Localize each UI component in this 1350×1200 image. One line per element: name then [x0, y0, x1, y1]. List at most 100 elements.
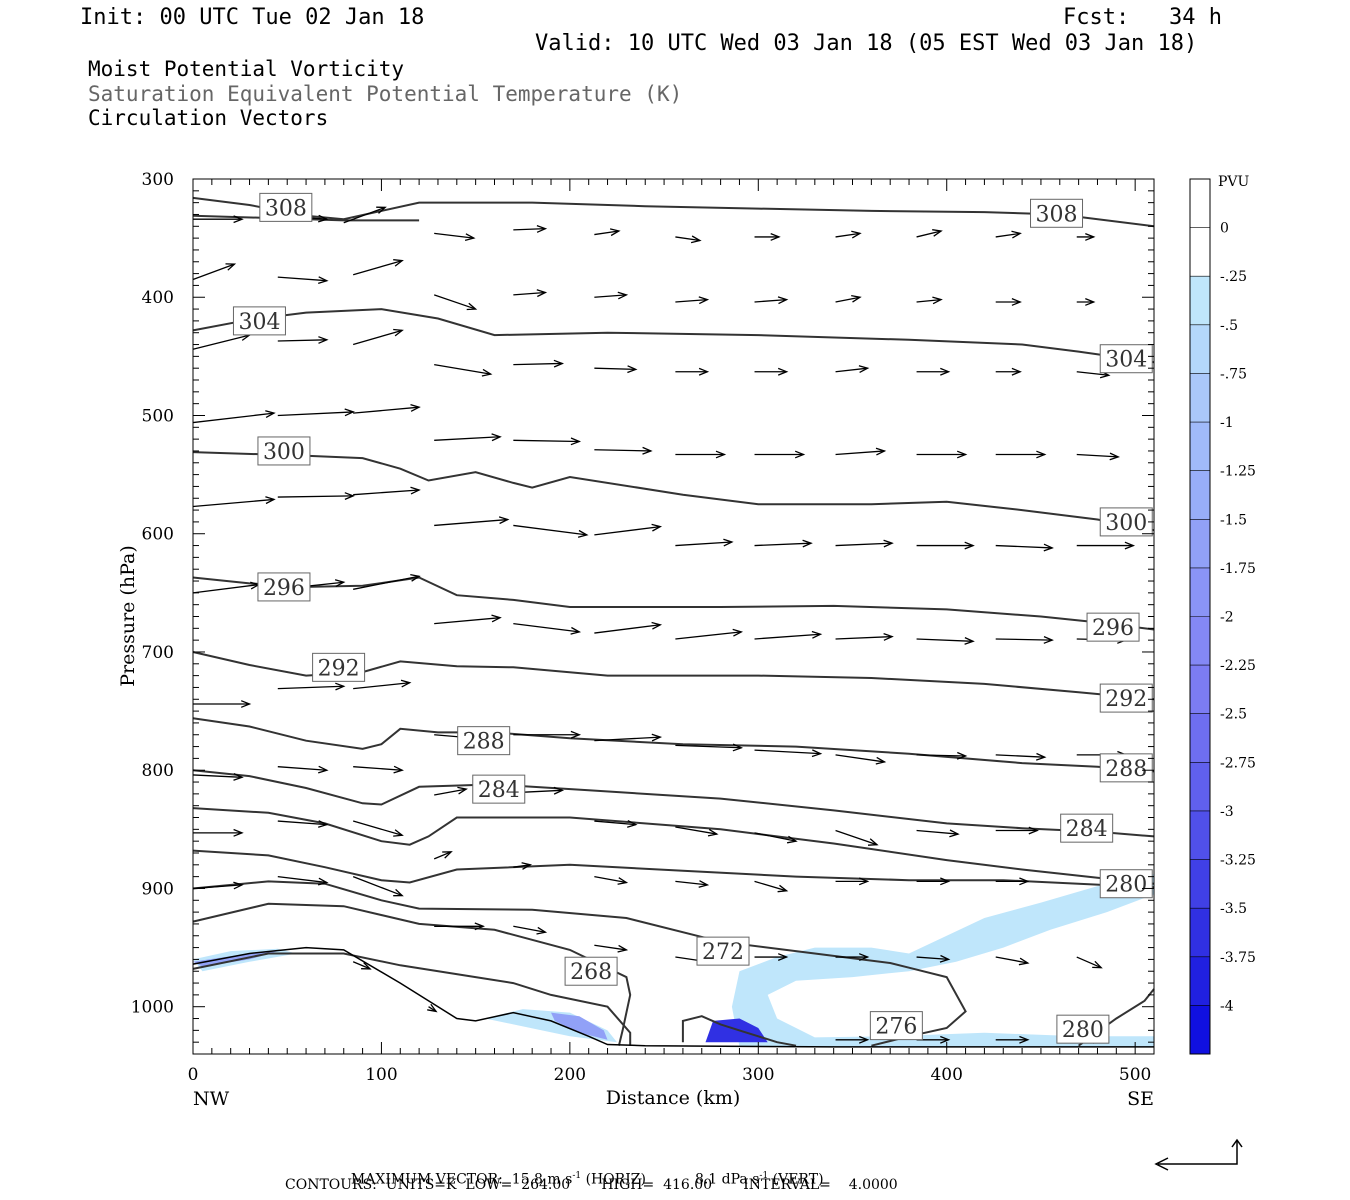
init-time: Init: 00 UTC Tue 02 Jan 18 — [80, 5, 425, 30]
vector-head — [940, 1035, 951, 1044]
vector-head — [400, 679, 412, 688]
circulation-vector — [594, 733, 663, 742]
colorbar-level-label: -4 — [1220, 998, 1234, 1014]
vector-head — [376, 206, 387, 214]
vector-shaft — [835, 542, 893, 547]
vector-shaft — [594, 875, 627, 884]
circulation-vector — [675, 826, 719, 837]
contour-label-text: 304 — [1105, 348, 1147, 373]
vector-shaft — [192, 263, 235, 281]
vector-head — [1019, 1035, 1030, 1044]
colorbar-segment — [1190, 762, 1210, 812]
vector-head — [956, 450, 968, 459]
circulation-vector — [995, 956, 1030, 966]
contour-label-box — [257, 436, 311, 466]
contour-label-box — [1086, 612, 1140, 642]
circulation-vector — [594, 228, 621, 237]
circulation-vector — [675, 296, 710, 305]
circulation-vector — [352, 961, 372, 970]
vector-head — [536, 289, 548, 298]
vector-shaft — [995, 638, 1053, 641]
vector-shaft — [995, 232, 1021, 238]
circulation-vector — [353, 679, 412, 690]
vector-shaft — [353, 489, 420, 496]
theta-e-contour — [192, 849, 1155, 889]
max-vector-horiz-unit: (HORIZ) — [585, 1171, 646, 1188]
circulation-vector — [916, 751, 968, 760]
circulation-vector — [352, 876, 404, 897]
contour-label-text: 308 — [265, 196, 307, 221]
vector-head — [318, 820, 329, 828]
vector-head — [318, 336, 329, 344]
vector-head — [698, 367, 710, 376]
theta-e-contour — [192, 902, 632, 1046]
vector-head — [617, 944, 629, 953]
circulation-vector — [1076, 297, 1096, 306]
theta-e-contour — [192, 308, 1155, 364]
colorbar-level-label: -1.5 — [1220, 512, 1247, 528]
circulation-vector — [995, 230, 1022, 239]
vector-shaft — [434, 518, 508, 527]
vector-shaft — [513, 524, 587, 536]
vector-head — [651, 621, 663, 630]
vector-shaft — [513, 228, 546, 231]
vector-head — [344, 408, 355, 417]
circulation-vector — [754, 953, 789, 962]
y-tick-label: 600 — [142, 525, 174, 545]
x-end-right-label: SE — [1127, 1088, 1154, 1110]
vector-shaft — [192, 412, 275, 424]
vector-head — [883, 632, 894, 641]
circulation-vector — [995, 367, 1022, 376]
vector-shaft — [352, 259, 403, 276]
circulation-vector — [594, 365, 638, 374]
contour-label: 296 — [1086, 612, 1140, 642]
vector-head — [1028, 826, 1039, 835]
vector-head — [609, 228, 621, 237]
circulation-vector — [277, 682, 346, 691]
colorbar-level-label: -.5 — [1220, 318, 1238, 334]
contour-label-text: 300 — [1105, 511, 1147, 536]
vector-head — [777, 367, 789, 376]
contour-label-box — [564, 956, 618, 986]
vector-shaft — [594, 944, 627, 951]
vector-shaft — [434, 617, 501, 625]
colorbar-segment — [1190, 616, 1210, 666]
vector-shaft — [675, 880, 708, 886]
vector-shaft — [352, 876, 403, 897]
circulation-vector — [995, 826, 1039, 835]
contour-label: 300 — [257, 436, 311, 466]
theta-e-contour — [192, 651, 1155, 701]
vector-head — [536, 224, 548, 233]
contour-label: 280 — [1099, 869, 1153, 899]
vector-shaft — [835, 232, 861, 238]
theta-e-contour — [192, 807, 1155, 885]
contour-label-text: 296 — [263, 576, 305, 601]
contour-label-text: 280 — [1062, 1018, 1104, 1043]
circulation-vector — [277, 765, 329, 774]
vector-shaft — [513, 622, 580, 633]
circulation-vector — [916, 829, 960, 838]
vector-head — [777, 953, 789, 962]
circulation-vectors — [192, 206, 1136, 1044]
circulation-vector — [513, 524, 589, 538]
contour-label-text: 268 — [570, 960, 612, 985]
colorbar-level-label: -.25 — [1220, 269, 1247, 285]
circulation-vector — [995, 752, 1047, 761]
colorbar-level-label: 0 — [1220, 221, 1229, 237]
colorbar-level-label: -3 — [1220, 804, 1234, 820]
vector-shaft — [352, 820, 403, 836]
vector-head — [1043, 636, 1054, 644]
vector-head — [410, 486, 421, 495]
vector-shaft — [433, 851, 452, 860]
vector-shaft — [353, 406, 420, 414]
y-axis-label: Pressure (hPa) — [117, 545, 139, 687]
vector-head — [265, 496, 276, 505]
vector-head — [875, 756, 887, 765]
vector-head — [335, 682, 346, 691]
colorbar-segment — [1190, 276, 1210, 326]
circulation-vector — [754, 367, 789, 376]
vector-shaft — [513, 291, 546, 296]
vector-head — [393, 328, 404, 337]
vector-head — [858, 877, 870, 886]
